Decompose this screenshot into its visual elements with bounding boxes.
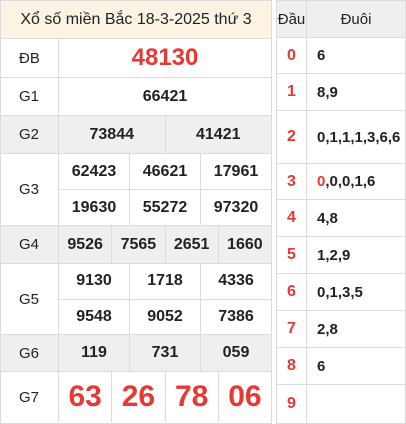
prize-number: 4336 — [200, 264, 271, 299]
head-digit: 0 — [287, 46, 296, 64]
prize-row-g2: G2 73844 41421 — [1, 116, 271, 154]
prize-number: 06 — [217, 372, 271, 422]
prize-row-db: ĐB 48130 — [1, 39, 271, 78]
prize-number: 119 — [81, 344, 107, 361]
tail-digits: 0,1,3,5 — [317, 283, 363, 301]
head-tail-table: Đầu Đuôi 0 6 1 8,9 2 0,1,1,1,3,6,6 3 0,0… — [276, 0, 406, 424]
head-digit: 7 — [287, 320, 296, 337]
prize-row-g3: G3 62423 46621 17961 19630 55272 97320 — [1, 154, 271, 226]
prize-label: G1 — [1, 78, 59, 115]
tail-digits: 0,0,0,1,6 — [307, 164, 405, 199]
prize-row-g7: G7 63 26 78 06 — [1, 372, 271, 422]
prize-row-g4: G4 9526 7565 2651 1660 — [1, 226, 271, 264]
head-digit: 1 — [287, 83, 296, 100]
prize-number: 059 — [200, 335, 271, 371]
prize-number: 1660 — [217, 226, 271, 263]
prize-label: G4 — [1, 226, 59, 263]
prize-number: 1718 — [129, 264, 200, 299]
prize-label: G3 — [1, 154, 59, 225]
head-digit: 6 — [287, 283, 296, 300]
head-tail-row: 3 0,0,0,1,6 — [277, 164, 405, 200]
prize-row-g6: G6 119 731 059 — [1, 335, 271, 372]
tail-digits: 6 — [317, 357, 326, 375]
prize-label: G5 — [1, 264, 59, 334]
prize-number: 41421 — [164, 116, 272, 153]
head-digit: 4 — [287, 209, 296, 226]
head-tail-row: 7 2,8 — [277, 311, 405, 348]
head-tail-row: 2 0,1,1,1,3,6,6 — [277, 111, 405, 164]
head-tail-row: 5 1,2,9 — [277, 237, 405, 274]
prize-label: G2 — [1, 116, 59, 153]
head-tail-row: 0 6 — [277, 38, 405, 74]
tail-digits: 8,9 — [317, 83, 338, 101]
prize-number: 26 — [111, 372, 164, 422]
prize-number: 62423 — [71, 162, 117, 180]
head-digit: 8 — [287, 357, 296, 374]
tail-digits: 4,8 — [317, 209, 338, 227]
head-digit: 2 — [287, 128, 296, 145]
head-tail-row: 1 8,9 — [277, 74, 405, 111]
prize-number: 55272 — [129, 190, 200, 225]
results-title: Xổ số miền Bắc 18-3-2025 thứ 3 — [1, 1, 271, 39]
head-tail-row: 8 6 — [277, 348, 405, 385]
tail-digits: 6 — [317, 47, 326, 64]
prize-number: 9526 — [67, 235, 103, 253]
prize-number: 17961 — [200, 154, 271, 189]
prize-number: 46621 — [129, 154, 200, 189]
prize-row-g1: G1 66421 — [1, 78, 271, 116]
tail-digits — [307, 385, 405, 423]
prize-number: 19630 — [71, 198, 117, 216]
prize-number: 48130 — [131, 44, 199, 71]
tail-digits: 1,2,9 — [317, 246, 351, 264]
prize-number: 731 — [129, 335, 200, 371]
head-tail-row: 9 — [277, 385, 405, 423]
head-digit: 3 — [287, 172, 296, 190]
tail-digit-rest: ,0,0,1,6 — [325, 173, 376, 190]
prize-number: 9130 — [76, 272, 112, 290]
prize-label: ĐB — [1, 39, 59, 77]
tail-column-title: Đuôi — [340, 10, 372, 28]
head-digit: 5 — [287, 246, 296, 263]
head-tail-header: Đầu Đuôi — [277, 1, 405, 38]
head-column-title: Đầu — [277, 1, 307, 37]
prize-number: 78 — [164, 372, 218, 422]
prize-number: 9548 — [76, 307, 112, 325]
head-tail-row: 6 0,1,3,5 — [277, 274, 405, 311]
prize-number: 63 — [68, 380, 102, 413]
prize-number: 2651 — [164, 226, 218, 263]
tail-digits: 2,8 — [317, 320, 338, 338]
head-digit: 9 — [287, 395, 296, 412]
prize-row-g5: G5 9130 1718 4336 9548 9052 7386 — [1, 264, 271, 335]
prize-number: 66421 — [142, 87, 188, 105]
prize-number: 7386 — [200, 299, 271, 334]
prize-label: G6 — [1, 335, 59, 371]
tail-digit-special: 0 — [317, 173, 326, 190]
tail-digits: 0,1,1,1,3,6,6 — [317, 128, 401, 146]
prize-label: G7 — [1, 372, 59, 422]
prize-number: 97320 — [200, 190, 271, 225]
results-table: Xổ số miền Bắc 18-3-2025 thứ 3 ĐB 48130 … — [0, 0, 272, 424]
prize-number: 9052 — [129, 299, 200, 334]
prize-number: 73844 — [89, 125, 135, 143]
prize-number: 7565 — [111, 226, 164, 263]
head-tail-row: 4 4,8 — [277, 200, 405, 237]
